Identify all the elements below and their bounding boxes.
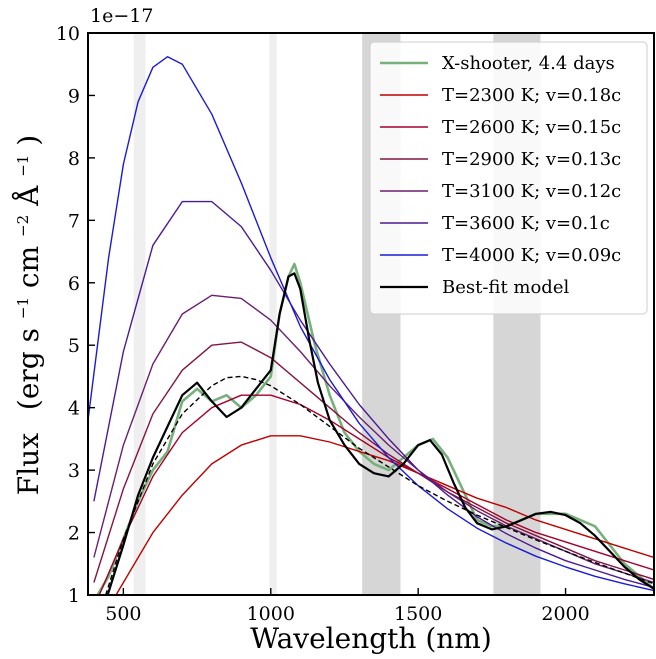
x-tick-label: 1500 xyxy=(394,603,442,625)
dashed-model-line xyxy=(105,375,654,595)
y-axis-label-unit: Å xyxy=(12,185,45,207)
y-axis-label-main: Flux xyxy=(12,433,45,495)
y-tick-label: 10 xyxy=(56,23,80,45)
shaded-band-2 xyxy=(269,33,277,595)
y-tick-label: 6 xyxy=(68,273,80,295)
series-line-8 xyxy=(106,272,654,595)
series-line-2 xyxy=(115,435,654,595)
y-tick-label: 2 xyxy=(68,523,80,545)
y-tick-label: 1 xyxy=(68,585,80,607)
y-axis-label-open: (erg s xyxy=(12,328,45,410)
y-tick-label: 8 xyxy=(68,148,80,170)
series-line-4 xyxy=(93,341,654,583)
x-tick-label: 2000 xyxy=(541,603,589,625)
axis-ticks: 500 1000 1500 2000 1 2 3 4 5 6 7 8 9 10 xyxy=(56,23,590,625)
y-axis-label: Flux (erg s −1 cm −2 Å −1 ) xyxy=(2,135,45,495)
legend-entry: Best-fit model xyxy=(442,277,569,298)
x-axis-label: Wavelength (nm) xyxy=(250,622,492,655)
legend-box xyxy=(369,41,648,315)
y-axis-label-exp1: −1 xyxy=(14,297,32,319)
y-tick-label: 7 xyxy=(68,210,80,232)
y-tick-label: 4 xyxy=(68,398,80,420)
legend-entry: T=4000 K; v=0.09c xyxy=(442,245,621,266)
series-line-6 xyxy=(93,200,654,589)
x-tick-label: 500 xyxy=(105,603,141,625)
legend-entry: T=2600 K; v=0.15c xyxy=(442,117,621,138)
legend-entry: X-shooter, 4.4 days xyxy=(442,53,615,74)
y-axis-label-close: ) xyxy=(12,135,45,146)
y-tick-label: 3 xyxy=(68,460,80,482)
y-multiplier: 1e−17 xyxy=(90,5,153,27)
legend-entry: T=3600 K; v=0.1c xyxy=(442,213,610,234)
legend-entry: T=2900 K; v=0.13c xyxy=(442,149,621,170)
x-axis-label-text: Wavelength (nm) xyxy=(250,622,492,655)
legend-entry: T=3100 K; v=0.12c xyxy=(442,181,621,202)
shaded-band-1 xyxy=(133,33,146,595)
x-tick-label: 1000 xyxy=(247,603,295,625)
plot-frame xyxy=(87,32,655,596)
series-line-7 xyxy=(88,56,654,592)
y-axis-label-cm: cm xyxy=(12,246,45,288)
y-tick-label: 5 xyxy=(68,335,80,357)
data-lines xyxy=(88,56,654,595)
y-axis-label-exp2: −2 xyxy=(14,215,32,237)
y-tick-label: 9 xyxy=(68,85,80,107)
y-axis-label-exp3: −1 xyxy=(14,155,32,177)
legend: X-shooter, 4.4 days T=2300 K; v=0.18c T=26… xyxy=(369,41,648,315)
legend-entry: T=2300 K; v=0.18c xyxy=(442,85,621,106)
series-line-3 xyxy=(98,394,654,595)
